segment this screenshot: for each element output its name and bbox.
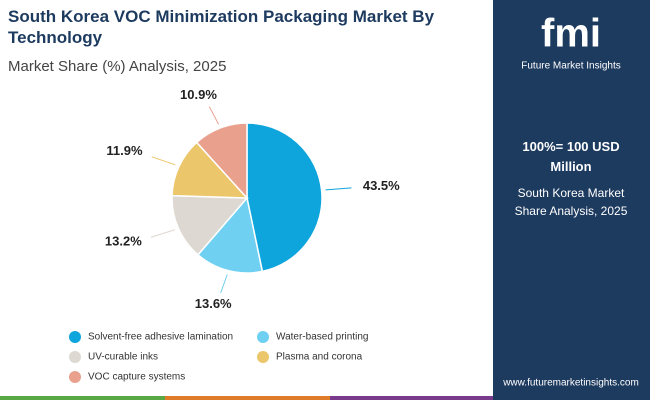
pie-slice [196,196,264,274]
headline-1: 100%= 100 USD [522,139,619,154]
leader-line [220,274,228,294]
data-label: 13.6% [195,296,232,311]
leader-line [150,229,175,238]
pie-slice [171,141,249,199]
title-text: South Korea VOC Minimization Packaging M… [8,7,435,26]
wrap-line: Million [550,159,591,174]
leader-line [208,106,220,125]
side-panel [493,0,650,400]
data-label: 13.2% [105,234,142,249]
pie-slice [246,122,323,273]
data-label: 43.5% [363,178,400,193]
legend-label: Plasma and corona [276,352,363,363]
wrap-line: Technology [8,28,103,47]
legend-swatch [257,351,269,363]
chart-title: South Korea VOC Minimization Packaging M… [8,7,435,47]
legend-label: UV-curable inks [88,352,158,363]
legend-swatch [69,331,81,343]
legend-label: Solvent-free adhesive lamination [88,332,233,343]
stripe [0,396,165,400]
chart-subtitle: Market Share (%) Analysis, 2025 [8,58,226,75]
logo: fmi [541,12,601,56]
stripe [165,396,330,400]
brand: Future Market Insights [521,61,620,72]
stripe [330,396,493,400]
headline: 100%= 100 USD Million [522,139,619,174]
data-label: 10.9% [180,87,217,102]
data-label: 11.9% [106,143,143,158]
legend-swatch [257,331,269,343]
legend-label: Water-based printing [276,332,368,343]
pie-slice [195,122,248,200]
leader-line [325,187,352,191]
url: www.futuremarketinsights.com [502,378,639,389]
leader-line [151,156,176,166]
note-1: South Korea Market [518,186,625,200]
legend-swatch [69,371,81,383]
legend-label: VOC capture systems [88,372,185,383]
note: South Korea Market Share Analysis, 2025 [515,186,628,218]
wrap-line: Share Analysis, 2025 [515,204,628,218]
pie-slice [171,194,249,256]
legend-swatch [69,351,81,363]
